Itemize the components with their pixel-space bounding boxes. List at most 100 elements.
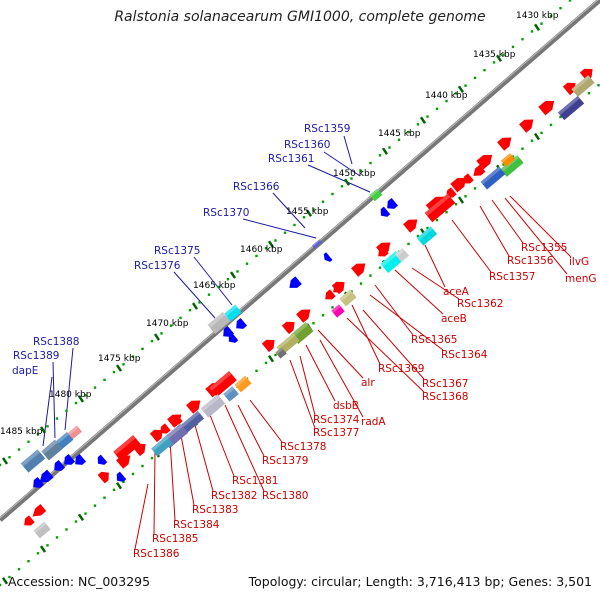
red-leader-line — [317, 329, 364, 379]
ruler-dot — [27, 560, 30, 563]
ruler-dot — [540, 131, 543, 135]
topology-summary: Topology: circular; Length: 3,716,413 bp… — [248, 574, 592, 589]
gene-block — [113, 435, 141, 461]
ruler-dot — [103, 496, 106, 499]
ruler-dot — [530, 30, 534, 33]
gene-label-forward: RSc1378 — [280, 441, 326, 453]
accession-text: Accession: NC_003295 — [8, 574, 151, 589]
ruler-dot — [454, 92, 458, 95]
reverse-gene-arrow — [75, 453, 87, 465]
reverse-gene-arrow — [228, 332, 239, 343]
red-leader-line — [374, 284, 414, 336]
ruler-dot — [473, 76, 477, 80]
gene-label-forward: RSc1374 — [313, 414, 360, 426]
ruler-tick — [229, 271, 237, 279]
ruler-dot — [587, 91, 591, 95]
ruler-dot — [27, 440, 30, 443]
red-leader-line — [504, 197, 568, 275]
red-leader-line — [134, 483, 149, 550]
blue-leader-line — [173, 271, 216, 319]
ruler-dot — [502, 53, 505, 56]
ruler-dot — [426, 226, 429, 230]
ruler-dot — [46, 425, 49, 428]
reverse-gene-arrow — [323, 252, 333, 262]
ruler-dot — [36, 552, 40, 555]
ruler-dot — [188, 308, 192, 312]
ruler-dot — [568, 0, 572, 2]
red-leader-line — [249, 399, 283, 443]
red-leader-line — [362, 309, 425, 380]
ruler-dot — [160, 332, 163, 335]
ruler-dot — [84, 512, 87, 515]
reverse-gene-arrow — [236, 317, 248, 329]
gene-label-forward: RSc1367 — [422, 378, 468, 390]
ruler-dot — [369, 161, 372, 165]
gene-label-reverse: RSc1370 — [203, 207, 249, 219]
gene-label-forward: RSc1383 — [192, 504, 238, 516]
ruler-dot — [169, 324, 173, 327]
ruler-tick — [39, 426, 47, 434]
gene-label-forward: RSc1382 — [211, 490, 257, 502]
ruler-dot — [74, 520, 78, 523]
ruler-dot — [559, 6, 562, 10]
gene-block — [224, 304, 242, 322]
ruler-dot — [483, 68, 486, 72]
ruler-dot — [445, 99, 448, 103]
ruler-dot — [312, 322, 315, 325]
ruler-dot — [198, 301, 201, 304]
ruler-dot — [464, 84, 467, 87]
reverse-red-arrow — [446, 187, 457, 198]
ruler-dot — [0, 583, 2, 587]
gene-block — [571, 75, 595, 97]
blue-leader-line — [42, 376, 53, 447]
reverse-gene-arrow — [64, 453, 76, 465]
ruler-tick — [533, 132, 541, 141]
forward-gene-arrow — [97, 471, 109, 484]
gene-block — [424, 193, 456, 223]
ruler-tick — [115, 481, 123, 490]
gene-block — [209, 371, 237, 397]
ruler-dot — [502, 163, 505, 166]
ruler-label: 1475 kbp — [98, 354, 141, 364]
ruler-labels: 1430 kbp 1435 kbp 1440 kbp 1445 kbp 1450 kbp… — [0, 11, 559, 437]
forward-gene-arrow — [538, 100, 555, 116]
gene-label-forward: RSc1385 — [152, 533, 198, 545]
ruler-dot — [416, 234, 420, 238]
red-leader-line — [346, 317, 425, 393]
red-leader-line — [424, 244, 446, 288]
ruler-dot — [321, 314, 325, 317]
forward-gene-arrow — [261, 339, 275, 353]
ruler-dot — [312, 208, 315, 211]
ruler-dot — [473, 187, 477, 190]
gene-label-reverse: RSc1376 — [134, 260, 181, 272]
ruler-dot — [84, 394, 87, 397]
ruler-dot — [179, 316, 182, 320]
ruler-tick — [115, 364, 123, 372]
red-leader-line — [319, 339, 364, 418]
reverse-gene-arrow — [97, 454, 108, 465]
red-leader-line — [153, 449, 156, 535]
gene-label-forward: RSc1362 — [457, 298, 503, 310]
red-leader-line — [289, 359, 316, 429]
gene-block — [416, 226, 438, 246]
ruler-dot — [93, 386, 97, 389]
ruler-dot — [540, 22, 543, 25]
ruler-dot — [283, 231, 287, 234]
ruler-label: 1445 kbp — [378, 129, 421, 139]
gene-label-forward: RSc1364 — [441, 349, 488, 361]
ruler-dot — [8, 456, 11, 459]
ruler-dot — [65, 528, 68, 531]
gene-label-forward: RSc1377 — [313, 427, 359, 439]
red-leader-line — [169, 439, 176, 521]
forward-gene-arrow — [450, 177, 467, 193]
ruler-tick — [533, 23, 541, 32]
label-leader-lines — [42, 135, 572, 550]
gene-label-forward: RSc1381 — [232, 475, 278, 487]
ruler-tick — [457, 196, 465, 204]
blue-leader-line — [272, 192, 306, 229]
gene-label-reverse: RSc1388 — [33, 336, 79, 348]
gene-label-reverse: RSc1360 — [284, 139, 330, 151]
ruler-tick — [77, 513, 85, 522]
ruler-dot — [264, 361, 268, 365]
blue-leader-line — [307, 164, 371, 193]
